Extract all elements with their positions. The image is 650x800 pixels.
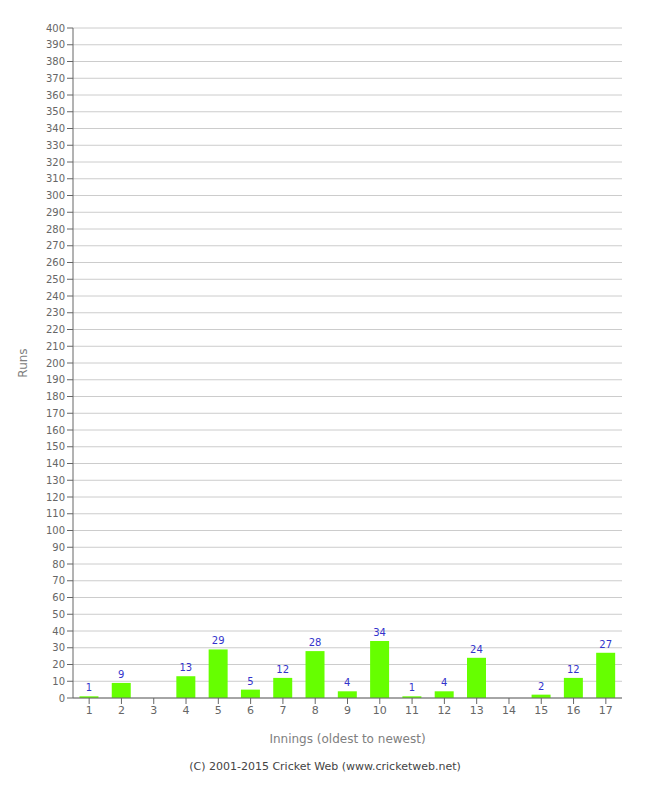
- svg-text:13: 13: [179, 662, 192, 673]
- svg-text:50: 50: [52, 609, 65, 620]
- svg-text:220: 220: [46, 324, 65, 335]
- svg-text:24: 24: [470, 644, 483, 655]
- svg-text:60: 60: [52, 592, 65, 603]
- svg-text:13: 13: [470, 704, 484, 717]
- svg-text:230: 230: [46, 307, 65, 318]
- svg-text:160: 160: [46, 425, 65, 436]
- svg-text:200: 200: [46, 358, 65, 369]
- svg-text:1: 1: [86, 704, 93, 717]
- svg-text:240: 240: [46, 291, 65, 302]
- svg-text:350: 350: [46, 106, 65, 117]
- svg-text:100: 100: [46, 525, 65, 536]
- svg-text:14: 14: [502, 704, 516, 717]
- svg-text:70: 70: [52, 575, 65, 586]
- svg-text:310: 310: [46, 173, 65, 184]
- svg-text:6: 6: [247, 704, 254, 717]
- svg-text:280: 280: [46, 224, 65, 235]
- svg-text:4: 4: [441, 677, 447, 688]
- svg-text:Innings (oldest to newest): Innings (oldest to newest): [269, 732, 425, 746]
- svg-text:9: 9: [118, 669, 124, 680]
- svg-text:110: 110: [46, 508, 65, 519]
- svg-text:Runs: Runs: [16, 348, 30, 377]
- svg-text:260: 260: [46, 257, 65, 268]
- svg-text:320: 320: [46, 157, 65, 168]
- svg-text:400: 400: [46, 23, 65, 34]
- svg-text:380: 380: [46, 56, 65, 67]
- svg-text:120: 120: [46, 492, 65, 503]
- svg-text:270: 270: [46, 240, 65, 251]
- svg-text:150: 150: [46, 441, 65, 452]
- svg-text:140: 140: [46, 458, 65, 469]
- svg-text:20: 20: [52, 659, 65, 670]
- svg-text:29: 29: [212, 635, 225, 646]
- svg-text:0: 0: [59, 693, 65, 704]
- svg-text:30: 30: [52, 642, 65, 653]
- svg-text:2: 2: [538, 681, 544, 692]
- svg-text:90: 90: [52, 542, 65, 553]
- svg-text:12: 12: [567, 664, 580, 675]
- svg-text:210: 210: [46, 341, 65, 352]
- svg-text:11: 11: [405, 704, 419, 717]
- svg-text:330: 330: [46, 140, 65, 151]
- svg-text:360: 360: [46, 90, 65, 101]
- svg-text:290: 290: [46, 207, 65, 218]
- svg-text:5: 5: [247, 676, 253, 687]
- svg-text:9: 9: [344, 704, 351, 717]
- svg-text:12: 12: [437, 704, 451, 717]
- svg-text:5: 5: [215, 704, 222, 717]
- svg-text:170: 170: [46, 408, 65, 419]
- svg-text:10: 10: [373, 704, 387, 717]
- svg-text:340: 340: [46, 123, 65, 134]
- svg-text:12: 12: [276, 664, 289, 675]
- svg-text:17: 17: [599, 704, 613, 717]
- svg-text:28: 28: [309, 637, 322, 648]
- svg-text:190: 190: [46, 374, 65, 385]
- svg-text:390: 390: [46, 39, 65, 50]
- svg-text:4: 4: [183, 704, 190, 717]
- svg-text:15: 15: [534, 704, 548, 717]
- svg-text:34: 34: [373, 627, 386, 638]
- svg-text:16: 16: [567, 704, 581, 717]
- svg-text:250: 250: [46, 274, 65, 285]
- svg-text:10: 10: [52, 676, 65, 687]
- svg-text:370: 370: [46, 73, 65, 84]
- svg-text:2: 2: [118, 704, 125, 717]
- svg-text:8: 8: [312, 704, 319, 717]
- svg-text:7: 7: [279, 704, 286, 717]
- svg-text:80: 80: [52, 559, 65, 570]
- svg-text:1: 1: [409, 682, 415, 693]
- svg-text:1: 1: [86, 682, 92, 693]
- svg-text:27: 27: [599, 639, 612, 650]
- svg-text:300: 300: [46, 190, 65, 201]
- svg-text:3: 3: [150, 704, 157, 717]
- svg-text:4: 4: [344, 677, 350, 688]
- svg-text:130: 130: [46, 475, 65, 486]
- svg-text:40: 40: [52, 626, 65, 637]
- html-text:(C) 2001-2015 Cricket Web (www: (C) 2001-2015 Cricket Web (www.cricketwe…: [189, 760, 461, 773]
- svg-text:180: 180: [46, 391, 65, 402]
